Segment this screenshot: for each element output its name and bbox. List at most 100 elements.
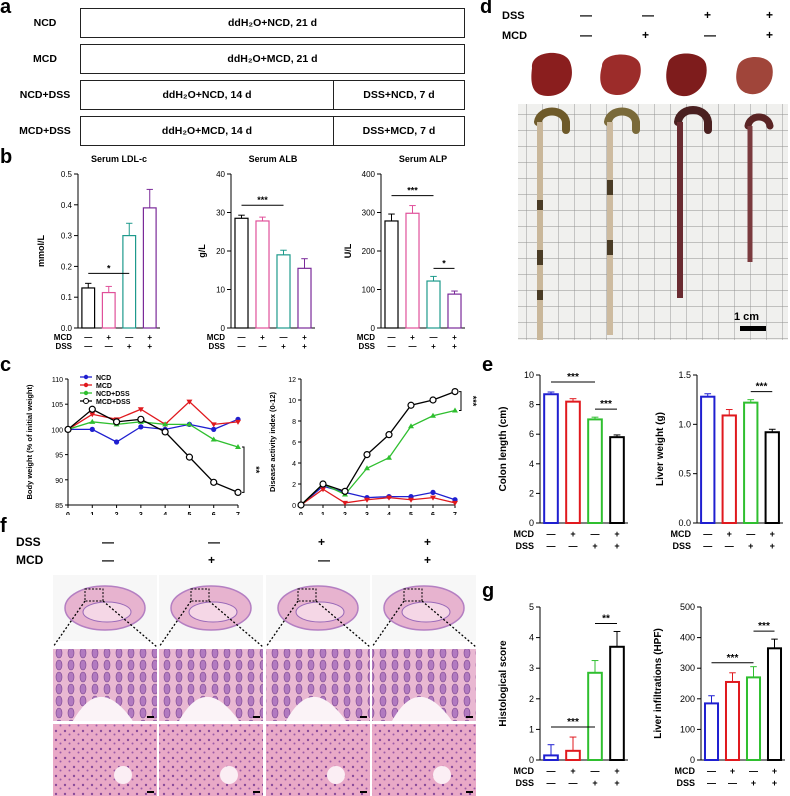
- data-point: [408, 497, 414, 503]
- histology-mcd-label: MCD: [16, 553, 44, 567]
- significance-bracket: [242, 446, 245, 493]
- x-tick-label: 6: [212, 512, 216, 515]
- x-tick-label: 2: [343, 512, 347, 515]
- x-tick-label: 7: [453, 512, 457, 515]
- data-point: [364, 497, 370, 503]
- y-axis-label: Disease activity index (0-12): [268, 391, 277, 492]
- significance-label: ***: [600, 399, 612, 410]
- data-point: [452, 407, 458, 413]
- photo-mcd-sign: +: [642, 28, 650, 42]
- mcd-sign: —: [703, 529, 712, 539]
- mcd-sign: —: [430, 333, 438, 342]
- chart-liver-weight: 0.0 0.5 1.0 1.5 Liver weight (g) *** MCD DSS — — +…: [655, 370, 783, 551]
- colon-lumen-detail: [392, 696, 452, 721]
- dss-sign: +: [614, 778, 619, 788]
- y-tick-label: 105: [51, 402, 63, 409]
- y-tick-label: 0.1: [61, 293, 73, 302]
- design-cell: DSS+NCD, 7 d: [333, 80, 465, 110]
- series-line: [300, 488, 456, 506]
- data-point: [341, 487, 349, 495]
- data-point: [64, 425, 72, 434]
- y-axis-label: Colon length (cm): [498, 407, 509, 492]
- data-point: [112, 418, 121, 426]
- histology-dss-sign: —: [102, 535, 114, 549]
- mcd-row-label: MCD: [514, 529, 535, 539]
- zoom-box: [403, 588, 423, 602]
- liver-image: [666, 53, 707, 97]
- chart-title: Serum ALB: [249, 154, 298, 164]
- bar: [764, 431, 780, 524]
- scale-bar: [253, 716, 260, 718]
- dss-row-label: DSS: [209, 342, 226, 350]
- y-tick-label: 0.5: [61, 170, 73, 179]
- y-tick-label: 0: [292, 503, 296, 510]
- bar: [587, 671, 603, 761]
- dss-sign: +: [302, 342, 307, 350]
- design-table: NCD ddH₂O+NCD, 21 d MCD ddH₂O+MCD, 21 d …: [10, 8, 465, 146]
- y-tick-label: 200: [362, 247, 376, 256]
- data-point: [235, 444, 241, 450]
- x-tick-label: 3: [365, 512, 369, 515]
- liver-image: [531, 52, 572, 96]
- dss-sign: —: [703, 541, 712, 551]
- mcd-sign: —: [707, 766, 716, 776]
- series-line: [300, 390, 456, 506]
- y-tick-label: 10: [216, 286, 225, 295]
- dss-sign: +: [772, 778, 777, 788]
- data-point: [235, 419, 241, 425]
- dss-row-label: DSS: [672, 541, 691, 551]
- design-cell: ddH₂O+MCD, 14 d: [80, 116, 334, 146]
- bar: [101, 291, 116, 329]
- colon-lumen-detail: [179, 696, 239, 721]
- scale-bar: [740, 326, 766, 331]
- y-tick-label: 5: [529, 602, 534, 612]
- mcd-sign: +: [727, 529, 732, 539]
- y-tick-label: 6: [529, 429, 534, 439]
- mcd-row-label: MCD: [675, 766, 696, 776]
- series-line: [300, 485, 456, 506]
- histology-mcd-sign: —: [318, 553, 330, 567]
- y-tick-label: 100: [680, 724, 695, 734]
- data-point: [319, 480, 327, 488]
- bar: [700, 395, 716, 525]
- data-point: [363, 450, 371, 459]
- dss-sign: —: [105, 342, 113, 350]
- colon-image: [534, 107, 570, 134]
- legend-marker: [83, 398, 89, 404]
- bar: [766, 647, 783, 762]
- legend-label: MCD: [96, 383, 112, 390]
- data-point: [430, 489, 436, 495]
- dss-sign: —: [388, 342, 396, 350]
- bar: [724, 680, 741, 761]
- bar: [543, 754, 559, 762]
- mcd-row-label: MCD: [514, 766, 535, 776]
- y-tick-label: 12: [288, 377, 296, 384]
- data-point: [234, 488, 242, 497]
- dss-sign: —: [728, 778, 737, 788]
- dss-row-label: DSS: [359, 342, 376, 350]
- y-tick-label: 4: [529, 633, 534, 643]
- x-tick-label: 7: [236, 512, 240, 515]
- y-axis-label: U/L: [343, 243, 353, 258]
- dss-sign: —: [409, 342, 417, 350]
- mcd-sign: +: [570, 766, 575, 776]
- data-point: [210, 478, 218, 486]
- dss-sign: —: [259, 342, 267, 350]
- dss-sign: —: [84, 342, 92, 350]
- y-tick-label: 0: [690, 755, 695, 765]
- x-tick-label: 4: [387, 512, 391, 515]
- x-tick-label: 2: [115, 512, 119, 515]
- significance-label: ***: [468, 396, 478, 407]
- histology-header: DSS MCD — — + + — + — +: [10, 535, 480, 575]
- y-tick-label: 300: [680, 663, 695, 673]
- design-group: MCD: [33, 53, 57, 65]
- data-point: [88, 405, 96, 413]
- mcd-row-label: MCD: [671, 529, 692, 539]
- dss-row-label: DSS: [515, 778, 534, 788]
- zoom-line: [158, 600, 192, 648]
- y-tick-label: 1.5: [678, 370, 691, 380]
- y-tick-label: 4: [529, 459, 534, 469]
- bar: [565, 400, 581, 524]
- mcd-sign: —: [125, 333, 133, 342]
- zoom-line: [265, 600, 299, 648]
